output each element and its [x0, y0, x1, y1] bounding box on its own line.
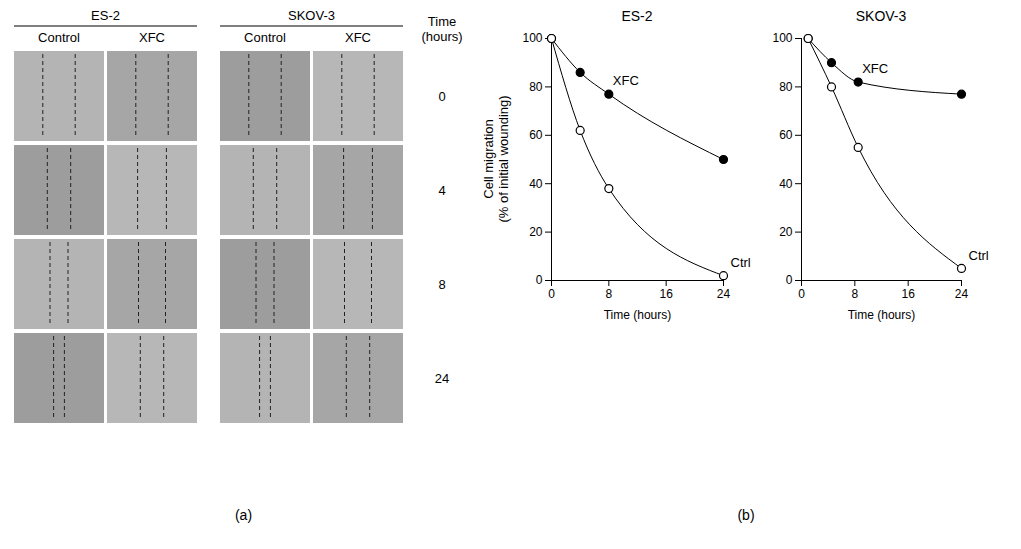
svg-text:80: 80	[779, 80, 793, 94]
svg-text:8: 8	[851, 287, 858, 301]
svg-text:4: 4	[438, 183, 445, 198]
html-text:ES-2: ES-2	[621, 8, 653, 24]
svg-text:0: 0	[786, 273, 793, 287]
svg-text:8: 8	[605, 287, 612, 301]
svg-text:XFC: XFC	[345, 30, 371, 45]
svg-text:0: 0	[548, 287, 555, 301]
svg-text:40: 40	[779, 177, 793, 191]
svg-text:(% of initial wounding): (% of initial wounding)	[496, 95, 511, 222]
html-text:(b): (b)	[737, 507, 755, 523]
svg-text:20: 20	[779, 225, 793, 239]
svg-text:Control: Control	[244, 30, 286, 45]
svg-text:0: 0	[438, 89, 445, 104]
svg-text:XFC: XFC	[613, 73, 639, 88]
html-text:SKOV-3: SKOV-3	[855, 8, 907, 24]
svg-text:Time (hours): Time (hours)	[604, 308, 672, 322]
svg-text:Time (hours): Time (hours)	[848, 308, 916, 322]
svg-text:SKOV-3: SKOV-3	[288, 8, 335, 23]
svg-text:Ctrl: Ctrl	[731, 255, 751, 270]
svg-text:0: 0	[798, 287, 805, 301]
svg-text:XFC: XFC	[862, 61, 888, 76]
svg-text:ES-2: ES-2	[91, 8, 120, 23]
svg-text:0: 0	[536, 273, 543, 287]
svg-text:24: 24	[955, 287, 969, 301]
svg-text:Time: Time	[428, 14, 456, 29]
svg-text:100: 100	[522, 31, 542, 45]
svg-text:24: 24	[435, 371, 449, 386]
svg-text:XFC: XFC	[139, 30, 165, 45]
svg-text:20: 20	[529, 225, 543, 239]
svg-text:100: 100	[772, 31, 792, 45]
svg-text:40: 40	[529, 177, 543, 191]
svg-text:60: 60	[529, 128, 543, 142]
svg-text:16: 16	[901, 287, 915, 301]
svg-text:(hours): (hours)	[421, 29, 462, 44]
svg-text:Cell migration: Cell migration	[481, 119, 496, 198]
svg-text:24: 24	[717, 287, 731, 301]
svg-text:Control: Control	[38, 30, 80, 45]
svg-text:60: 60	[779, 128, 793, 142]
svg-text:16: 16	[659, 287, 673, 301]
svg-text:Ctrl: Ctrl	[969, 248, 989, 263]
svg-text:8: 8	[438, 277, 445, 292]
svg-text:80: 80	[529, 80, 543, 94]
html-text:(a): (a)	[234, 507, 253, 523]
